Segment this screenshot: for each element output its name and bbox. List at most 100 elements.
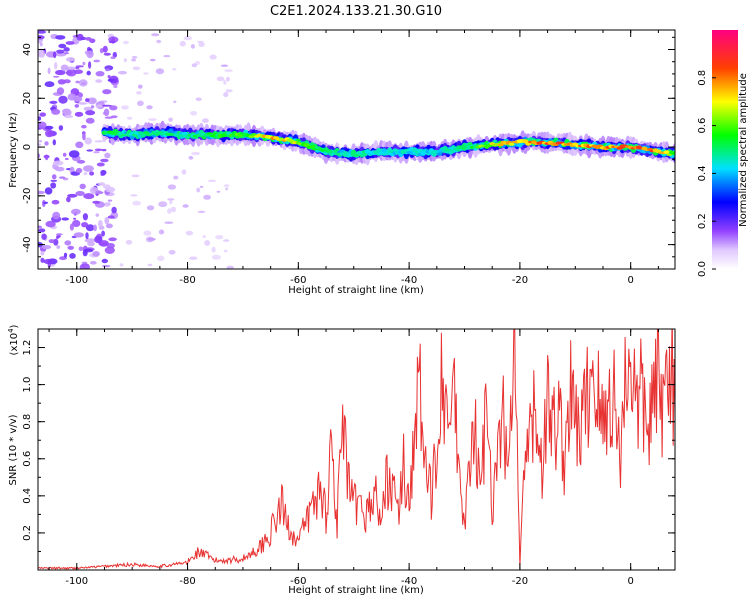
- noise-blob: [123, 58, 127, 63]
- noise-blob: [132, 66, 141, 71]
- noise-blob: [122, 40, 129, 45]
- ridge-core: [672, 152, 675, 156]
- noise-blob: [38, 143, 42, 146]
- top-x-axis: -100 -80 -60 -40 -20 0: [48, 30, 659, 286]
- y-tick-label: -20: [22, 188, 33, 204]
- noise-blob: [59, 176, 66, 179]
- noise-blob: [190, 111, 198, 116]
- noise-blob: [75, 167, 83, 174]
- noise-blob: [136, 91, 142, 95]
- noise-blob: [63, 109, 72, 117]
- noise-blob: [107, 202, 111, 206]
- noise-blob: [104, 246, 115, 254]
- noise-blob: [94, 148, 103, 152]
- noise-blob: [107, 75, 111, 79]
- noise-blob: [44, 81, 55, 88]
- noise-blob: [107, 199, 113, 202]
- noise-blob: [56, 49, 65, 54]
- y-tick-label: 1.0: [22, 377, 33, 393]
- noise-blob: [223, 184, 230, 188]
- snr-multiplier-close: ): [9, 324, 20, 328]
- noise-blob: [85, 117, 95, 124]
- y-tick-label: 1.2: [22, 340, 33, 356]
- noise-blob: [60, 64, 69, 71]
- noise-blob: [55, 35, 66, 40]
- noise-blob: [52, 160, 64, 166]
- noise-blob: [84, 137, 92, 145]
- y-tick-label: -40: [22, 236, 33, 252]
- noise-blob: [201, 118, 209, 123]
- noise-blob: [38, 30, 47, 34]
- noise-blob: [73, 217, 77, 220]
- x-tick-label: 0: [627, 576, 633, 587]
- noise-blob: [191, 63, 198, 68]
- noise-blob: [101, 148, 107, 152]
- bottom-x-axis: -100 -80 -60 -40 -20 0: [48, 329, 659, 587]
- noise-blob: [47, 67, 51, 75]
- noise-blob: [96, 162, 105, 167]
- noise-blob: [85, 110, 96, 116]
- noise-blob: [156, 39, 162, 44]
- noise-blob: [38, 190, 45, 195]
- noise-blob: [85, 232, 89, 240]
- noise-blob: [44, 187, 53, 195]
- y-tick-label: 40: [22, 43, 33, 56]
- noise-blob: [38, 50, 46, 58]
- ridge-core: [572, 142, 579, 146]
- noise-blob: [199, 185, 204, 188]
- noise-blob: [43, 201, 48, 204]
- snr-frame: [37, 328, 676, 571]
- noise-blob: [61, 217, 69, 221]
- noise-blob: [95, 79, 103, 83]
- noise-blob: [64, 157, 69, 161]
- noise-blob: [89, 261, 97, 265]
- top-y-axis: -40 -20 0 20 40: [22, 36, 675, 270]
- noise-blob: [86, 149, 94, 152]
- noise-blob: [80, 36, 87, 41]
- noise-blob: [183, 36, 193, 41]
- noise-blob: [75, 80, 80, 84]
- noise-blob: [104, 116, 114, 119]
- noise-blob: [110, 56, 116, 59]
- noise-blob: [77, 102, 88, 105]
- noise-blob: [88, 61, 92, 69]
- noise-blob: [202, 235, 206, 239]
- noise-blob: [158, 229, 165, 235]
- noise-blob: [101, 104, 113, 107]
- noise-blob: [55, 69, 66, 76]
- noise-blob: [102, 45, 108, 53]
- noise-blob: [51, 174, 57, 180]
- noise-blob: [67, 193, 78, 198]
- bottom-y-axis: 0.2 0.4 0.6 0.8 1.0 1.2: [22, 340, 675, 552]
- noise-blob: [147, 263, 153, 267]
- y-tick-label: 20: [22, 92, 33, 105]
- x-tick-label: -20: [512, 275, 528, 286]
- noise-blob: [84, 264, 90, 269]
- noise-blob: [198, 42, 205, 47]
- noise-blob: [155, 68, 165, 75]
- noise-blob: [87, 97, 97, 105]
- noise-blob: [95, 213, 100, 217]
- noise-blob: [39, 42, 43, 47]
- noise-blob: [105, 223, 113, 229]
- noise-blob: [64, 52, 69, 55]
- noise-blob: [150, 58, 156, 62]
- noise-blob: [82, 249, 88, 257]
- x-tick-label: -40: [401, 275, 417, 286]
- x-tick-label: -40: [401, 576, 417, 587]
- noise-blob: [226, 265, 234, 269]
- noise-blob: [81, 82, 87, 85]
- noise-blob: [64, 114, 74, 119]
- noise-blob: [38, 225, 42, 229]
- noise-blob: [50, 182, 57, 189]
- y-tick-label: 0.8: [22, 414, 33, 430]
- noise-blob: [118, 70, 127, 75]
- noise-blob: [132, 200, 142, 206]
- noise-blob: [101, 258, 109, 264]
- noise-blob: [108, 237, 117, 242]
- noise-blob: [38, 121, 47, 129]
- ridge-core: [594, 146, 601, 149]
- noise-blob: [111, 206, 117, 214]
- noise-blob: [216, 76, 225, 82]
